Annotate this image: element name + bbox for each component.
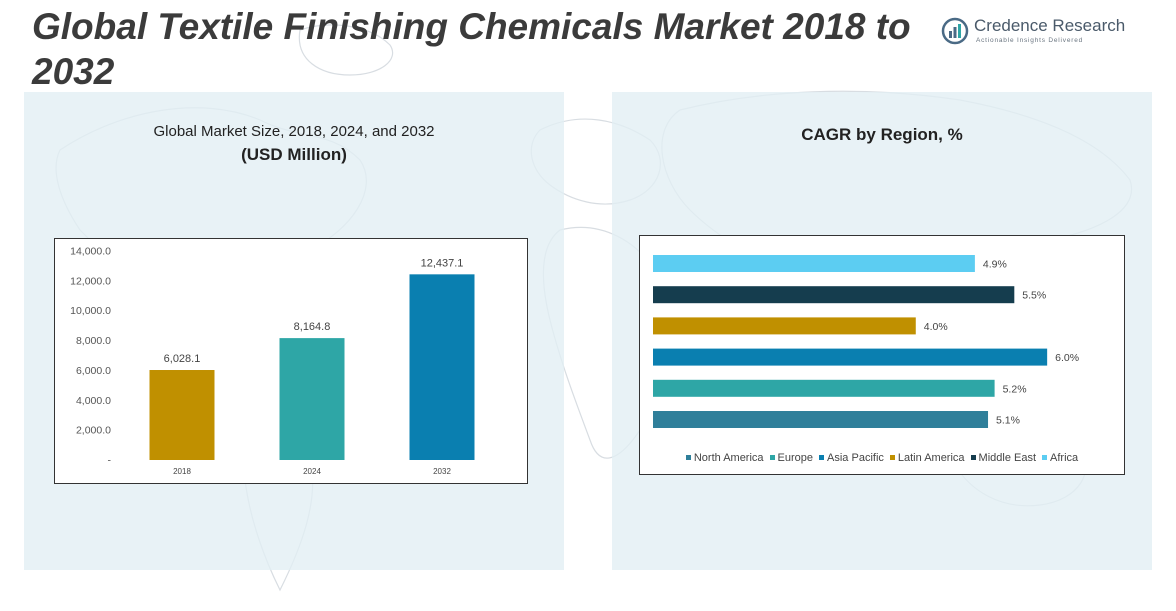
legend-swatch [970, 454, 976, 460]
logo-name: Credence Research [974, 16, 1126, 35]
bar-value-label: 4.0% [924, 321, 948, 333]
market-size-chart-subtitle: (USD Million) [241, 145, 347, 164]
legend-item: Europe [769, 452, 814, 464]
bar-middle-east [653, 286, 1015, 304]
legend-label: North America [693, 452, 764, 464]
legend-item: Middle East [970, 452, 1037, 464]
legend-item: North America [685, 452, 764, 464]
bar-value-label: 8,164.8 [294, 321, 331, 333]
legend-swatch [685, 454, 691, 460]
bar-2032 [409, 274, 475, 460]
bar-value-label: 5.1% [996, 415, 1020, 427]
bar-2018 [149, 370, 215, 460]
market-size-chart: - 2,000.0 4,000.0 6,000.0 8,000.0 10,000.0 12,… [54, 238, 528, 484]
credence-logo-mark-icon [941, 17, 969, 45]
bar-north-america [653, 411, 989, 428]
credence-logo: Credence Research Actionable Insights De… [940, 14, 1140, 50]
legend-label: Europe [777, 452, 814, 464]
cagr-chart-title: CAGR by Region, % [801, 125, 963, 144]
cagr-bar-chart: 4.9% 5.5% 4.0% 6.0% 5.2% 5.1% [653, 255, 1079, 428]
x-tick-label: 2024 [303, 467, 321, 476]
bar-value-label: 12,437.1 [421, 257, 464, 269]
legend-swatch [769, 454, 775, 460]
bar-2024 [279, 338, 345, 460]
y-tick-label: 14,000.0 [70, 246, 111, 258]
bar-value-label: 4.9% [983, 259, 1007, 271]
market-size-chart-title: Global Market Size, 2018, 2024, and 2032 [153, 123, 435, 140]
y-tick-label: 12,000.0 [70, 275, 111, 287]
legend-label: Middle East [978, 452, 1037, 464]
legend-item: Asia Pacific [819, 452, 884, 464]
bar-value-label: 5.2% [1003, 383, 1027, 395]
bar-value-label: 5.5% [1022, 290, 1046, 302]
bar-latin-america [653, 317, 916, 335]
legend-swatch [819, 454, 825, 460]
y-tick-label: 2,000.0 [76, 425, 111, 437]
bar-africa [653, 255, 975, 272]
legend-item: Africa [1042, 452, 1078, 464]
legend-swatch [1042, 454, 1048, 460]
cagr-legend: North America Europe Asia Pacific Latin Ame… [640, 452, 1124, 464]
cagr-chart: 4.9% 5.5% 4.0% 6.0% 5.2% 5.1% North America Eu… [639, 235, 1125, 475]
bar-value-label: 6,028.1 [164, 353, 201, 365]
legend-item: Latin America [889, 452, 965, 464]
bar-europe [653, 379, 995, 397]
y-tick-label: 6,000.0 [76, 365, 111, 377]
logo-tagline: Actionable Insights Delivered [976, 37, 1084, 44]
market-size-bar-chart: - 2,000.0 4,000.0 6,000.0 8,000.0 10,000.0 12,… [70, 246, 475, 476]
legend-swatch [889, 454, 895, 460]
legend-label: Africa [1050, 452, 1079, 464]
page-title: Global Textile Finishing Chemicals Marke… [32, 6, 911, 92]
y-tick-label: 10,000.0 [70, 305, 111, 317]
y-tick-label: 8,000.0 [76, 335, 111, 347]
x-tick-label: 2032 [433, 467, 451, 476]
y-tick-label: 4,000.0 [76, 395, 111, 407]
bar-value-label: 6.0% [1055, 352, 1079, 364]
y-tick-label: - [108, 455, 112, 467]
x-tick-label: 2018 [173, 467, 191, 476]
legend-label: Asia Pacific [827, 452, 884, 464]
bar-asia-pacific [653, 348, 1048, 366]
legend-label: Latin America [897, 452, 965, 464]
